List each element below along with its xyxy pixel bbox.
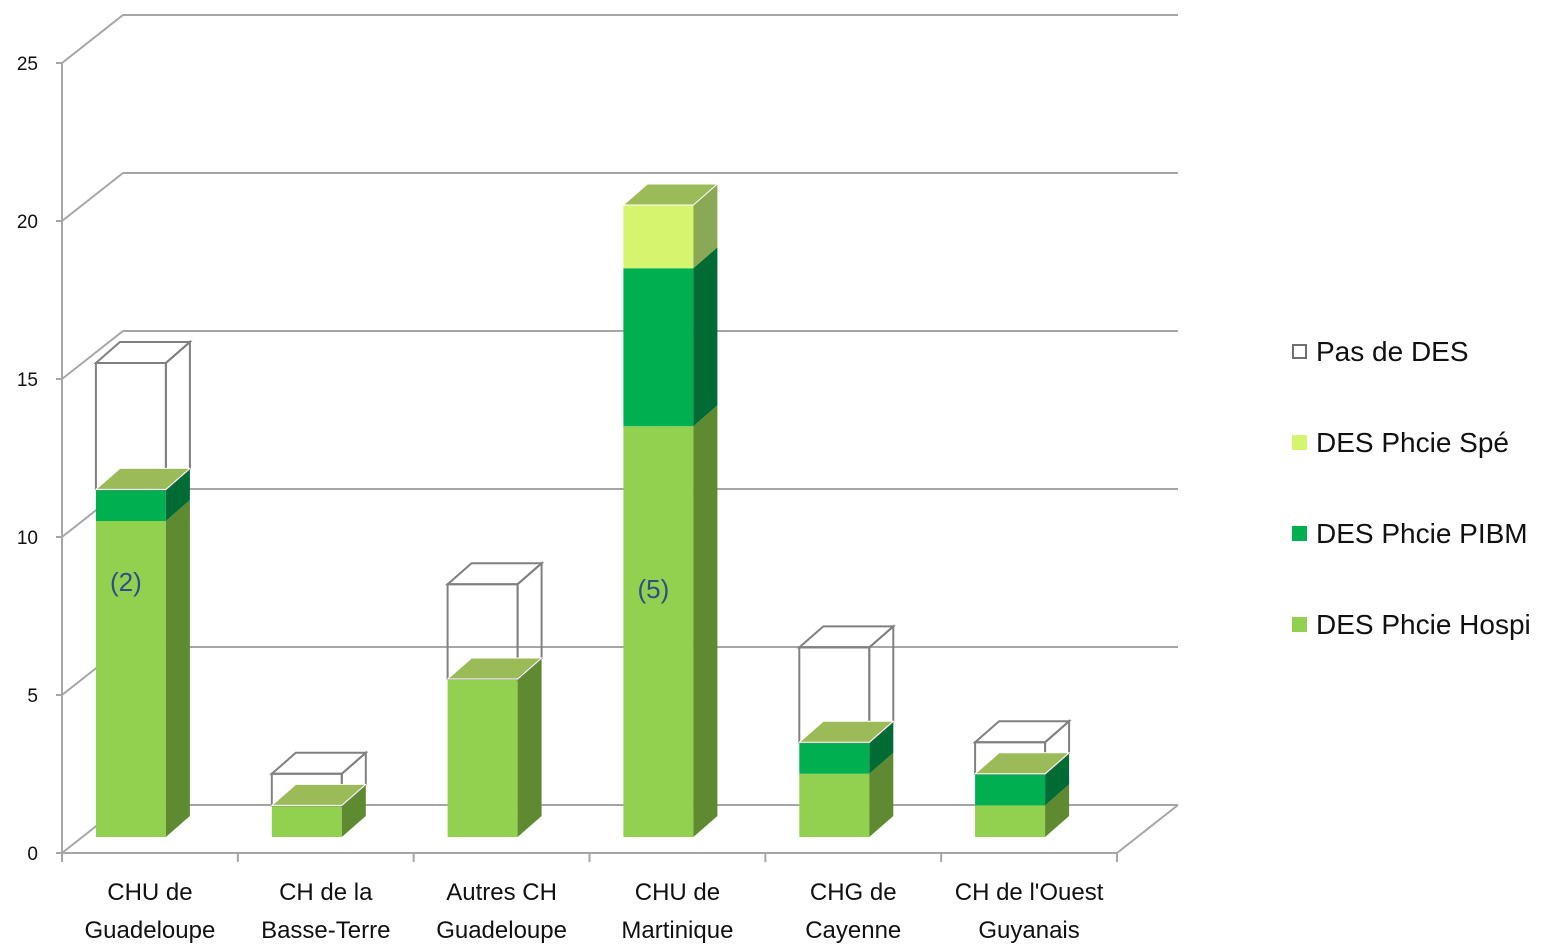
bar-segment <box>623 405 718 837</box>
x-tick-label: Guyanais <box>978 917 1079 944</box>
x-tick-label: Guadeloupe <box>85 917 216 944</box>
bar-segment-side <box>869 721 894 774</box>
bar-segment <box>799 721 894 774</box>
bar-segment-side <box>693 247 718 427</box>
legend-swatch-hospi <box>1292 617 1307 632</box>
bar-segment-front <box>799 742 870 774</box>
legend-swatch-none <box>1292 344 1307 359</box>
bar-top-face <box>973 752 1071 775</box>
x-tick-label: Cayenne <box>805 917 901 944</box>
bar-segment-side <box>693 184 718 269</box>
bar-segment-front <box>623 426 694 837</box>
y-tick-label: 20 <box>17 212 38 233</box>
legend-swatch-spe <box>1292 435 1307 450</box>
chart-walls <box>56 14 1179 862</box>
bar-segment-front <box>799 773 870 837</box>
bar-segment <box>623 184 718 269</box>
bar-segment-side <box>164 339 191 492</box>
gridline <box>61 488 1178 538</box>
y-tick-label: 15 <box>17 370 38 391</box>
data-label: (5) <box>638 574 670 604</box>
bar-segment-top <box>972 720 1072 744</box>
y-tick-label: 25 <box>17 54 38 75</box>
legend-label: DES Phcie Hospi <box>1316 608 1531 640</box>
bar-top-face <box>94 467 192 490</box>
x-tick-label: Guadeloupe <box>436 917 567 944</box>
y-tick-label: 10 <box>17 528 38 549</box>
bar-segment-front <box>95 521 166 837</box>
x-tick-label: Basse-Terre <box>261 917 390 944</box>
legend-swatch-pibm <box>1292 526 1307 541</box>
bar-segment <box>975 784 1070 837</box>
bar-segment-top <box>93 341 193 364</box>
y-tick-label: 5 <box>27 686 38 707</box>
bar-segment-side <box>869 752 894 837</box>
bar-segment <box>271 784 366 837</box>
x-tick-label: Martinique <box>621 917 733 944</box>
bar-segment-top <box>444 562 545 586</box>
bar-segment-front <box>975 805 1046 837</box>
bar-segment-front <box>447 679 518 837</box>
bar-segment-side <box>517 658 542 837</box>
legend: Pas de DES DES Phcie Spé DES Phcie PIBM … <box>1292 306 1542 670</box>
bar-segment <box>975 752 1070 806</box>
bar-top-face <box>446 657 543 680</box>
bar-segment-front <box>975 773 1046 806</box>
chart-labels: 0 5 10 15 20 25 (2) CHU de Guadeloupe CH de la Bas… <box>17 54 1104 944</box>
legend-item-none: Pas de DES <box>1292 306 1542 397</box>
legend-item-pibm: DES Phcie PIBM <box>1292 488 1542 579</box>
bar-segment-side <box>1045 784 1070 837</box>
legend-label: DES Phcie PIBM <box>1316 517 1528 549</box>
gridline <box>61 646 1178 696</box>
bar-top-face <box>622 183 719 206</box>
floor-edge <box>1116 804 1179 854</box>
bar-segment-top <box>269 751 369 775</box>
bar-segment <box>623 247 718 427</box>
y-tick-label: 0 <box>27 844 38 865</box>
bar-segment-side <box>693 405 718 837</box>
gridline <box>61 330 1178 380</box>
bar-segment <box>799 752 894 837</box>
legend-label: Pas de DES <box>1316 335 1469 367</box>
bar-segment-empty <box>93 339 193 492</box>
x-tick-label: CHU de <box>635 879 720 906</box>
x-tick-label: CH de la <box>279 879 373 906</box>
bar-segment-side <box>165 468 190 521</box>
bar-segment <box>95 468 190 521</box>
legend-item-hospi: DES Phcie Hospi <box>1292 579 1542 670</box>
bar-segment-front <box>623 205 694 269</box>
bar-segment <box>447 658 542 837</box>
bar-segment-side <box>341 784 366 837</box>
bar-segment-front <box>95 489 166 521</box>
legend-item-spe: DES Phcie Spé <box>1292 397 1542 488</box>
legend-label: DES Phcie Spé <box>1316 426 1509 458</box>
bar-top-face <box>797 720 895 743</box>
bar-segment-front <box>271 805 342 837</box>
bar-segment-side <box>165 500 190 837</box>
x-tick-label: CHG de <box>810 879 897 906</box>
bar-segment <box>95 500 190 837</box>
chart-bars <box>93 183 1072 837</box>
x-tick-label: Autres CH <box>446 879 557 906</box>
bar-top-face <box>270 783 368 806</box>
x-tick-label: CHU de <box>107 879 192 906</box>
bar-segment-top <box>796 625 896 649</box>
gridline <box>61 14 1178 64</box>
bar-segment-side <box>1045 752 1070 806</box>
data-label: (2) <box>110 567 142 597</box>
bar-segment-front <box>623 268 694 427</box>
gridline <box>61 172 1178 222</box>
x-tick-label: CH de l'Ouest <box>955 879 1104 906</box>
